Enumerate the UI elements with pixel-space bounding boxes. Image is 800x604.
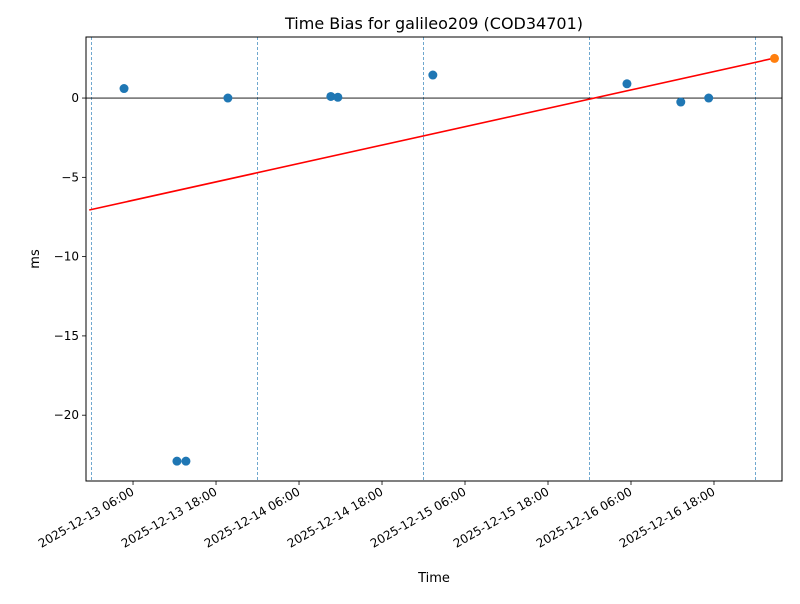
y-axis-label: ms [28, 249, 43, 269]
data-point [428, 70, 438, 80]
data-point [172, 456, 182, 466]
y-tick-label: −5 [61, 170, 79, 184]
y-tick-label: −10 [54, 250, 79, 264]
y-tick-label: −20 [54, 408, 79, 422]
axes-frame [85, 36, 783, 482]
latest-data-point [770, 53, 780, 63]
y-tick-label: 0 [71, 91, 79, 105]
y-tick-label: −15 [54, 329, 79, 343]
data-point [333, 92, 343, 102]
data-point [181, 456, 191, 466]
data-point [704, 93, 714, 103]
trend-line [89, 57, 775, 211]
x-axis-label: Time [417, 571, 450, 586]
data-point [326, 91, 336, 101]
chart-title: Time Bias for galileo209 (COD34701) [284, 14, 583, 33]
data-point [119, 84, 129, 94]
data-point [622, 79, 632, 89]
data-point [676, 97, 686, 107]
data-point [223, 93, 233, 103]
